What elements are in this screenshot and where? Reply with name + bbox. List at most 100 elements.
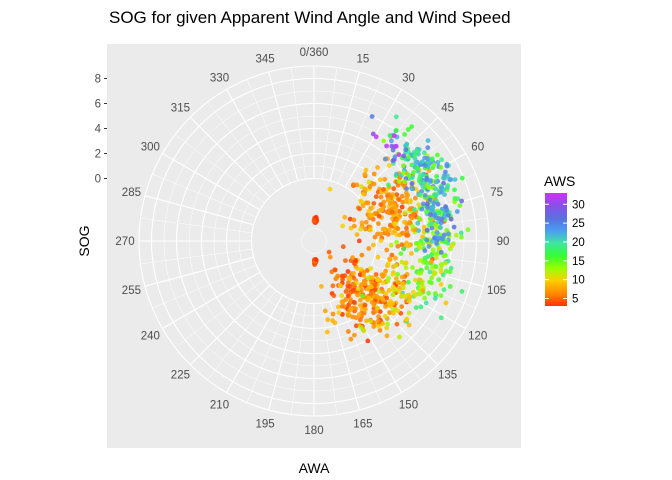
data-point [375, 254, 381, 260]
data-point [385, 278, 391, 284]
r-axis-tick-label: 4 [95, 124, 102, 136]
data-point [345, 269, 351, 274]
data-point [386, 182, 391, 188]
data-point [370, 275, 376, 281]
theta-tick-label: 0/360 [300, 47, 329, 59]
data-point [345, 293, 351, 299]
data-point [387, 310, 392, 315]
theta-tick-label: 120 [468, 331, 487, 343]
data-point [409, 174, 415, 180]
data-point [448, 265, 454, 271]
data-point [406, 310, 412, 316]
data-point [443, 239, 448, 245]
data-point [406, 154, 412, 160]
theta-tick-label: 15 [357, 53, 370, 65]
data-point [371, 201, 377, 206]
data-point [425, 145, 431, 151]
data-point [421, 224, 427, 230]
data-point [378, 238, 384, 244]
y-axis-title: SOG [76, 225, 92, 256]
data-point [423, 177, 429, 183]
data-point [432, 235, 437, 241]
data-point [347, 276, 353, 282]
data-point [438, 189, 444, 195]
data-point [347, 284, 353, 289]
data-point [432, 263, 438, 269]
data-point [377, 177, 383, 183]
data-point [389, 209, 395, 215]
data-point [416, 202, 422, 208]
data-point [432, 296, 438, 301]
data-point [359, 282, 364, 287]
data-point [438, 250, 444, 255]
data-point [331, 293, 337, 298]
data-point [354, 232, 360, 238]
data-point [380, 321, 386, 327]
data-point [406, 298, 412, 304]
data-point [436, 245, 442, 251]
data-point [335, 304, 341, 310]
data-point [398, 251, 404, 256]
data-point [417, 291, 423, 297]
data-point [431, 162, 437, 168]
r-axis-tick-label: 0 [95, 174, 101, 186]
data-point [432, 270, 438, 276]
data-point [361, 273, 367, 278]
data-point [348, 306, 354, 312]
data-point [433, 179, 439, 185]
data-point [427, 197, 433, 203]
data-point [377, 309, 383, 314]
theta-gridline [226, 294, 284, 393]
data-point [428, 212, 433, 218]
data-point [391, 202, 397, 208]
data-point [457, 203, 463, 209]
data-point [394, 321, 400, 327]
theta-tick-label: 345 [256, 53, 275, 65]
legend-colorbar [545, 193, 567, 306]
theta-tick-label: 60 [471, 142, 484, 154]
data-point [416, 216, 422, 221]
data-point [390, 271, 396, 277]
data-point [363, 219, 369, 225]
data-point [410, 212, 416, 217]
data-point [415, 220, 421, 226]
data-point [384, 333, 390, 339]
data-point [387, 163, 392, 168]
data-point [359, 252, 365, 258]
data-point [404, 316, 410, 322]
data-point [368, 213, 373, 218]
data-point [438, 225, 443, 231]
data-point [397, 334, 402, 340]
data-point [365, 338, 371, 344]
data-point [422, 248, 428, 254]
data-point [410, 265, 415, 270]
data-point [447, 284, 453, 289]
data-point [434, 240, 439, 246]
data-point [389, 143, 395, 149]
data-point [438, 266, 444, 272]
data-point [409, 215, 415, 221]
data-point [378, 202, 384, 208]
data-point [399, 274, 405, 280]
data-point [414, 165, 420, 171]
data-point [444, 228, 450, 233]
data-point [358, 226, 363, 232]
data-point [401, 163, 406, 169]
data-point [384, 247, 390, 253]
data-point [459, 198, 464, 204]
data-point [438, 315, 444, 321]
legend-title: AWS [544, 173, 575, 189]
theta-tick-label: 150 [399, 400, 418, 412]
data-point [427, 216, 433, 221]
data-point [436, 277, 442, 283]
data-point [420, 172, 425, 178]
data-point [330, 311, 336, 317]
data-point [402, 179, 408, 185]
data-point [424, 237, 430, 243]
data-point [332, 267, 338, 273]
theta-gridline [189, 116, 271, 198]
data-point [362, 302, 368, 308]
data-point [330, 283, 336, 289]
data-point [448, 177, 454, 183]
